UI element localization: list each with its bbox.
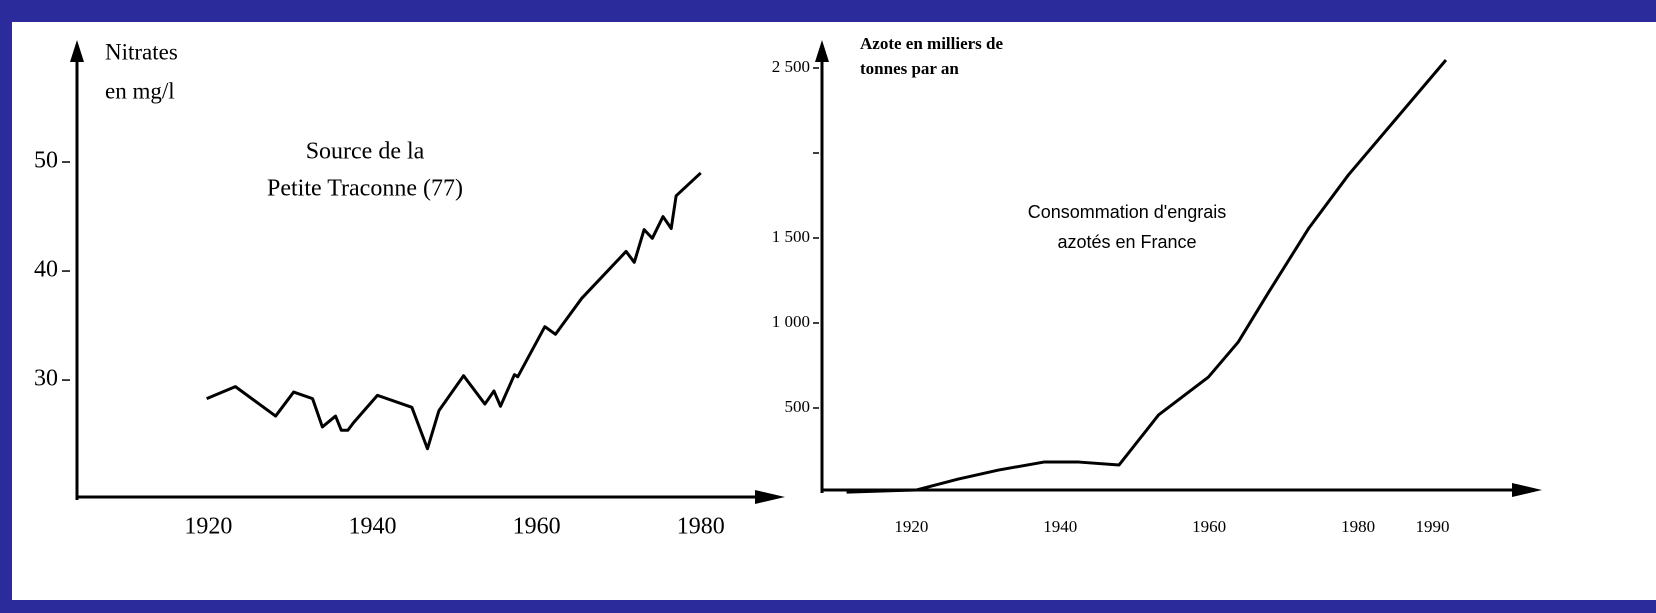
x-tick-label: 1940 [1043,517,1077,536]
x-axis-arrow [755,490,785,504]
x-tick-label: 1960 [513,514,561,540]
y-tick-label: 500 [785,397,811,416]
y-axis-label: Azote en milliers de [860,34,1003,53]
annotation: Petite Traconne (77) [267,176,463,202]
y-tick-label: 1 500 [772,227,810,246]
x-tick-label: 1980 [677,514,725,540]
data-line [846,59,1448,494]
y-axis-arrow [815,40,829,62]
white-panel [12,22,1656,600]
annotation: azotés en France [1057,232,1196,252]
y-tick-label: 50 [34,148,58,174]
y-tick-label: 1 000 [772,312,810,331]
x-axis-arrow [1512,483,1542,497]
data-line [206,171,702,451]
y-tick-label: 40 [34,257,58,283]
y-axis-label: tonnes par an [860,59,959,78]
y-axis-label: en mg/l [105,78,175,103]
annotation: Consommation d'engrais [1028,202,1227,222]
x-tick-label: 1940 [348,514,396,540]
y-tick-label: 30 [34,366,58,392]
x-tick-label: 1990 [1416,517,1450,536]
x-tick-label: 1920 [894,517,928,536]
x-tick-label: 1960 [1192,517,1226,536]
x-tick-label: 1980 [1341,517,1375,536]
y-axis-label: Nitrates [105,39,178,64]
annotation: Source de la [306,139,425,165]
x-tick-label: 1920 [184,514,232,540]
y-axis-arrow [70,40,84,62]
y-tick-label: 2 500 [772,57,810,76]
